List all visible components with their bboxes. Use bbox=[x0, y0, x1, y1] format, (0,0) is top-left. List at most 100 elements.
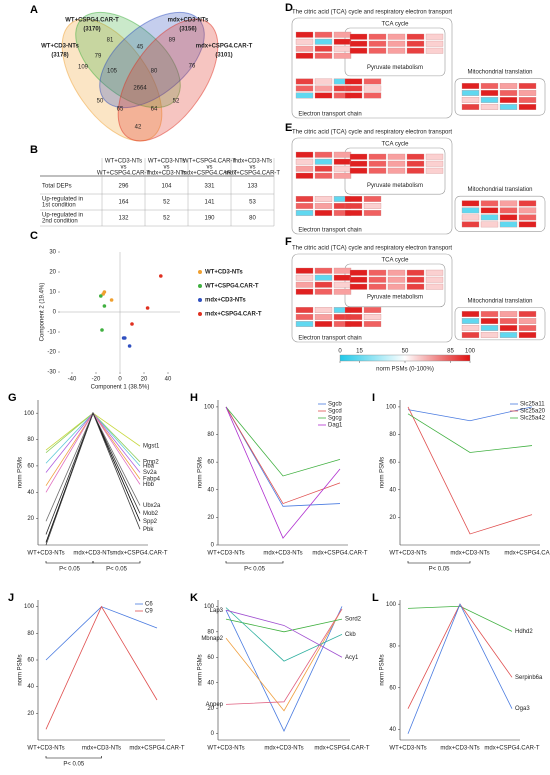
series-label: Hdhd2 bbox=[515, 629, 533, 635]
point bbox=[102, 290, 107, 294]
series-label: Serpinb6a bbox=[515, 675, 543, 681]
gene-box bbox=[295, 78, 314, 85]
gene-box bbox=[480, 318, 499, 324]
pathway-box bbox=[344, 27, 446, 77]
gene-box bbox=[333, 38, 352, 45]
y-tick-label: 80 bbox=[207, 432, 214, 438]
column-header: vs bbox=[164, 165, 170, 171]
row-label: 1st condition bbox=[42, 203, 76, 209]
region-count: 50 bbox=[97, 99, 104, 105]
gene-box bbox=[518, 214, 537, 221]
y-tick-label: 80 bbox=[389, 644, 396, 650]
gene-box bbox=[314, 314, 333, 320]
region-count: 81 bbox=[107, 38, 114, 44]
y-tick-label: 60 bbox=[27, 463, 34, 469]
gene-box bbox=[387, 47, 406, 54]
gene-box bbox=[425, 33, 444, 40]
x-tick-label: mdx+CD3-NTs bbox=[82, 746, 121, 752]
region-count: 52 bbox=[173, 99, 180, 105]
gene-box bbox=[406, 283, 425, 290]
y-tick-label: 100 bbox=[204, 604, 215, 610]
gene-box bbox=[314, 288, 333, 295]
gene-box bbox=[333, 52, 352, 59]
series-line bbox=[225, 607, 343, 662]
legend-label: C9 bbox=[145, 609, 153, 615]
legend-marker bbox=[198, 284, 202, 288]
column-header: mdx+CSPG4.CAR-T bbox=[182, 171, 238, 177]
y-tick-label: 60 bbox=[389, 685, 396, 691]
pathway-box bbox=[454, 195, 546, 232]
table-cell: 190 bbox=[204, 216, 215, 222]
point bbox=[100, 328, 104, 332]
y-tick-label: 40 bbox=[27, 684, 34, 690]
gene-box bbox=[425, 283, 444, 290]
panel-letter: K bbox=[190, 592, 198, 604]
gene-box bbox=[314, 78, 333, 85]
series-line bbox=[407, 603, 513, 734]
gene-box bbox=[499, 318, 518, 324]
panel-letter: E bbox=[285, 122, 292, 134]
gene-box bbox=[363, 210, 382, 216]
gene-box bbox=[461, 221, 480, 228]
set-count: (3178) bbox=[51, 53, 68, 59]
gene-box bbox=[425, 153, 444, 160]
y-tick-label: 40 bbox=[389, 727, 396, 733]
gene-box bbox=[461, 332, 480, 338]
legend-label: WT+CSPG4.CAR-T bbox=[205, 284, 259, 290]
set-count: (3170) bbox=[83, 27, 100, 33]
gene-box bbox=[406, 40, 425, 47]
series-line bbox=[225, 608, 343, 705]
series-label: Spp2 bbox=[143, 519, 158, 525]
series-line bbox=[45, 412, 141, 493]
gene-box bbox=[499, 311, 518, 317]
y-tick-label: 40 bbox=[207, 680, 214, 686]
section-label: TCA cycle bbox=[381, 22, 409, 28]
x-tick-label: WT+CD3-NTs bbox=[207, 551, 244, 557]
gene-box bbox=[387, 153, 406, 160]
x-tick-label: mdx+CD3-NTs bbox=[264, 746, 303, 752]
x-tick-label: -20 bbox=[92, 377, 101, 383]
panel-letter: A bbox=[30, 4, 38, 16]
series-label: Mgst1 bbox=[143, 444, 160, 450]
gene-box bbox=[295, 196, 314, 202]
y-tick-label: 60 bbox=[207, 460, 214, 466]
panel-letter: F bbox=[285, 236, 292, 248]
table-cell: 331 bbox=[204, 184, 215, 190]
table-cell: 132 bbox=[118, 216, 129, 222]
y-tick-label: 0 bbox=[211, 543, 215, 549]
gene-box bbox=[368, 283, 387, 290]
gene-box bbox=[425, 167, 444, 174]
x-tick-label: mdx+CSPG4.CAR-T bbox=[314, 746, 370, 752]
y-tick-label: 20 bbox=[27, 711, 34, 717]
x-tick-label: -40 bbox=[68, 377, 77, 383]
point bbox=[130, 322, 134, 326]
x-tick-label: WT+CD3-NTs bbox=[389, 551, 426, 557]
legend-label: mdx+CD3-NTs bbox=[205, 298, 246, 304]
gene-box bbox=[295, 288, 314, 295]
gene-box bbox=[480, 207, 499, 214]
gene-box bbox=[344, 307, 363, 313]
series-line bbox=[407, 406, 533, 535]
gene-box bbox=[518, 325, 537, 331]
gene-box bbox=[295, 267, 314, 274]
y-axis-label: norm PSMs bbox=[18, 654, 24, 685]
gene-box bbox=[425, 269, 444, 276]
gene-box bbox=[314, 31, 333, 38]
section-label: Electron transport chain bbox=[298, 228, 361, 234]
y-tick-label: 20 bbox=[389, 515, 396, 521]
gene-box bbox=[499, 214, 518, 221]
series-line bbox=[407, 603, 513, 709]
venn-set bbox=[99, 11, 205, 109]
legend-label: Sgcg bbox=[328, 416, 342, 422]
x-tick-label: mdx+CSPG4.CAR-T bbox=[504, 551, 550, 557]
diagram-title: The citric acid (TCA) cycle and respirat… bbox=[292, 130, 452, 136]
significance-label: P< 0.05 bbox=[59, 567, 81, 573]
section-label: Electron transport chain bbox=[298, 336, 361, 342]
y-tick-label: -10 bbox=[47, 330, 56, 336]
series-label: Oga3 bbox=[515, 706, 530, 712]
gene-box bbox=[333, 281, 352, 288]
gene-box bbox=[314, 267, 333, 274]
gene-box bbox=[480, 104, 499, 110]
gene-box bbox=[480, 214, 499, 221]
gene-box bbox=[314, 196, 333, 202]
